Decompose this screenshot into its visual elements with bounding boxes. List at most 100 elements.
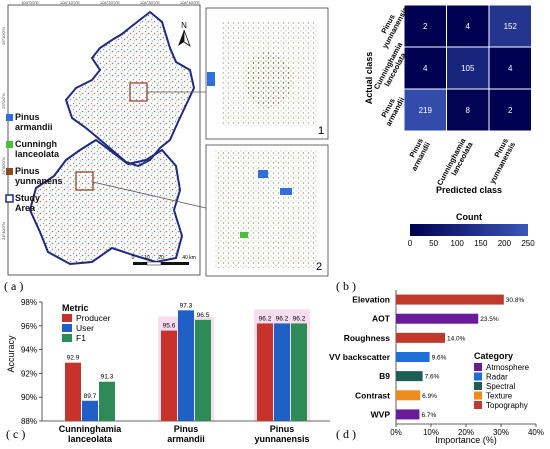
accuracy-bar-value: 95.6 [163, 323, 176, 330]
importance-legend-swatch [474, 382, 482, 390]
importance-feature-label: B9 [379, 371, 390, 381]
accuracy-bar-value: 91.3 [101, 374, 114, 381]
confusion-matrix-cells: 2 4 152 4 105 4 219 8 2 [403, 4, 532, 132]
panel-label-b: ( b ) [336, 279, 356, 293]
accuracy-legend-swatch [62, 324, 72, 332]
panel-label-d: ( d ) [336, 427, 356, 441]
importance-feature-label: AOT [372, 314, 391, 324]
legend-label: Cunningh lanceolata [15, 139, 60, 159]
scale-label: 0 [132, 255, 135, 261]
accuracy-legend-label: Producer [76, 313, 111, 323]
matrix-cell-value: 219 [419, 106, 433, 115]
latitude-label: 24°40'0"N [1, 222, 6, 240]
importance-bar-value: 6.7% [421, 412, 436, 419]
importance-bar-value: 9.6% [432, 355, 447, 362]
accuracy-category-label: Pinus yunnanensis [254, 424, 309, 444]
importance-bar-value: 14.0% [447, 335, 466, 342]
matrix-cell-value: 152 [504, 22, 518, 31]
colorbar-title: Count [456, 212, 482, 222]
accuracy-bar [65, 362, 81, 421]
importance-legend-swatch [474, 372, 482, 381]
importance-legend-label: Atmosphere [486, 363, 530, 372]
importance-feature-label: WVP [371, 409, 391, 419]
accuracy-legend-label: User [76, 323, 94, 333]
scale-label: 20 [158, 255, 164, 261]
scale-label: 40 km [182, 255, 196, 261]
accuracy-bar [178, 310, 194, 421]
matrix-cell-value: 2 [423, 22, 428, 31]
accuracy-y-tick-label: 90% [21, 393, 37, 402]
colorbar-tick-label: 0 [408, 239, 413, 248]
importance-chart-panel: 0% 10% 20% 30% 40% Elevation 30.8% AOT 23.5% Rou… [329, 290, 544, 445]
accuracy-bar [82, 400, 98, 421]
importance-feature-label: Contrast [355, 390, 390, 400]
colorbar-tick-label: 200 [498, 239, 512, 248]
inset-2-connector [92, 181, 207, 209]
importance-legend-title: Category [474, 351, 513, 361]
importance-bar [396, 409, 420, 420]
colorbar-tick-label: 150 [474, 239, 488, 248]
matrix-row-label: Pinusarmandii [377, 92, 407, 128]
importance-x-title: Importance (%) [435, 435, 497, 445]
importance-bar [396, 332, 445, 343]
inset-1-label: 1 [318, 125, 324, 137]
colorbar-ticks: 0 50 100 150 200 250 [408, 239, 535, 248]
matrix-cell-value: 105 [461, 64, 475, 73]
importance-x-tick-label: 20% [458, 428, 474, 437]
accuracy-bars: 92.9 89.7 91.3 95.6 97.3 96.5 96.2 96.2 96.2 [65, 302, 307, 421]
matrix-cell [403, 4, 447, 48]
accuracy-bar [195, 319, 211, 421]
matrix-cell [403, 88, 447, 132]
north-arrow: N [178, 21, 191, 48]
importance-bar-value: 7.6% [425, 374, 440, 381]
colorbar [410, 224, 528, 236]
latitude-labels: 25°10'0"N 25°0'0"N 24°50'0"N 24°40'0"N [1, 27, 6, 240]
importance-x-tick-label: 0% [390, 428, 402, 437]
accuracy-bar-value: 89.7 [84, 393, 97, 400]
importance-legend-swatch [474, 363, 482, 371]
inset-2-locator [75, 171, 94, 191]
longitude-label: 104°0'0"E [21, 0, 39, 5]
longitude-label: 104°30'0"E [140, 0, 160, 5]
matrix-cell [488, 88, 532, 132]
matrix-cell-value: 4 [508, 64, 513, 73]
legend-label: Study Area [15, 193, 40, 213]
matrix-cell [446, 46, 490, 90]
map-legend: Pinus armandii Cunningh lanceolata Pinus yunn… [5, 112, 63, 213]
scale-label: 10 [144, 255, 150, 261]
importance-legend-label: Spectral [486, 382, 516, 391]
importance-x-tick-label: 10% [423, 428, 439, 437]
importance-feature-label: Roughness [344, 333, 391, 343]
accuracy-bar-value: 96.2 [276, 315, 289, 322]
legend-label: Pinus yunnanens [15, 166, 63, 186]
matrix-cell-value: 4 [423, 64, 428, 73]
colorbar-tick-label: 250 [521, 239, 535, 248]
importance-bar [396, 352, 430, 362]
legend-swatch [6, 114, 13, 121]
accuracy-bar-value: 96.2 [293, 315, 306, 322]
legend-label: Pinus armandii [15, 112, 53, 132]
accuracy-x-labels: Cunninghamia lanceolata Pinus armandii Pinus… [59, 424, 310, 444]
longitude-label: 104°20'0"E [100, 0, 120, 5]
accuracy-y-tick-label: 88% [21, 417, 37, 426]
accuracy-category-label: Cunninghamia lanceolata [59, 424, 122, 444]
importance-bar-value: 6.9% [422, 393, 437, 400]
accuracy-bar-value: 96.2 [259, 315, 272, 322]
matrix-cell-value: 8 [466, 106, 471, 115]
importance-bar [396, 390, 421, 401]
scale-bar: 0 10 20 40 km [132, 255, 196, 266]
matrix-column-label: Cunninghamialanceolata [435, 136, 475, 191]
importance-bars: Elevation 30.8% AOT 23.5% Roughness 14.0% VV b… [329, 294, 525, 420]
accuracy-bar [99, 381, 115, 421]
accuracy-chart-panel: 88%90%92%94%96%98% 92.989.791.395.697.39… [6, 298, 330, 444]
accuracy-y-title: Accuracy [6, 335, 16, 373]
accuracy-y-tick-label: 94% [21, 346, 37, 355]
accuracy-bar [161, 330, 177, 421]
latitude-label: 25°0'0"N [1, 93, 6, 109]
longitude-label: 104°10'0"E [60, 0, 80, 5]
panel-label-c: ( c ) [6, 427, 25, 441]
importance-bar-value: 30.8% [506, 297, 525, 304]
colorbar-tick-label: 100 [451, 239, 465, 248]
confusion-matrix-x-title: Predicted class [436, 185, 502, 195]
